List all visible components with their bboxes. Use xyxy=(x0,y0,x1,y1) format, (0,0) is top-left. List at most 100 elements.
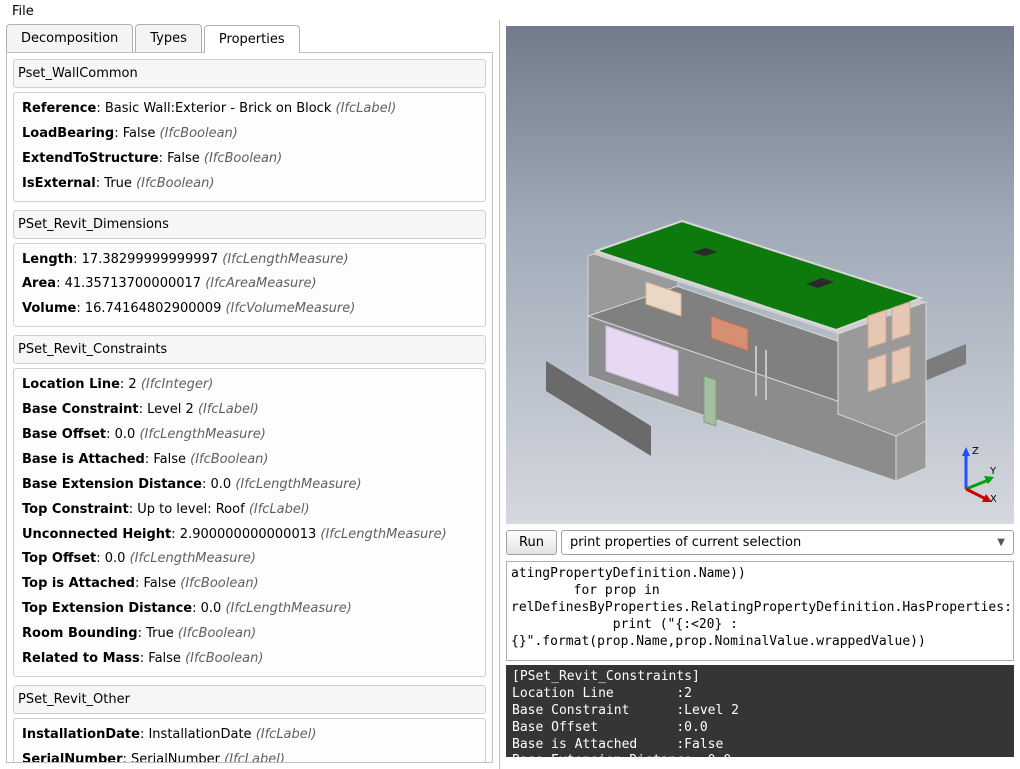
tab-decomposition[interactable]: Decomposition xyxy=(6,24,133,52)
run-button[interactable]: Run xyxy=(506,530,557,555)
script-select-label: print properties of current selection xyxy=(570,535,801,550)
pset-title: PSet_Revit_Constraints xyxy=(13,335,486,364)
property-name: Base Constraint xyxy=(22,402,139,417)
axis-z-label: Z xyxy=(972,446,979,457)
property-name: IsExternal xyxy=(22,176,96,191)
property-value: False xyxy=(148,651,181,666)
property-name: Volume xyxy=(22,301,76,316)
property-type-wrap: (IfcBoolean) xyxy=(160,126,238,141)
pset-group: PSet_Revit_Constraints Location Line: 2 (… xyxy=(13,335,486,677)
property-value: False xyxy=(144,576,177,591)
property-name: Top Offset xyxy=(22,551,96,566)
property-type-wrap: (IfcBoolean) xyxy=(180,576,258,591)
property-name: LoadBearing xyxy=(22,126,114,141)
property-value: SerialNumber xyxy=(131,752,220,763)
pset-title: PSet_Revit_Other xyxy=(13,685,486,714)
left-pane: Decomposition Types Properties Pset_Wall… xyxy=(0,20,500,769)
property-type-wrap: (IfcLabel) xyxy=(224,752,285,763)
property-row: Base is Attached: False (IfcBoolean) xyxy=(22,448,477,473)
pset-title: PSet_Revit_Dimensions xyxy=(13,210,486,239)
property-row: Related to Mass: False (IfcBoolean) xyxy=(22,647,477,672)
tab-properties[interactable]: Properties xyxy=(204,25,300,53)
property-value: 17.38299999999997 xyxy=(82,252,218,267)
console-output[interactable]: [PSet_Revit_Constraints] Location Line :… xyxy=(506,665,1014,757)
property-name: Base is Attached xyxy=(22,452,145,467)
property-name: Top Constraint xyxy=(22,502,129,517)
property-type-wrap: (IfcBoolean) xyxy=(136,176,214,191)
property-row: Top Extension Distance: 0.0 (IfcLengthMe… xyxy=(22,597,477,622)
property-value: 0.0 xyxy=(105,551,126,566)
property-type-wrap: (IfcLengthMeasure) xyxy=(235,477,361,492)
property-type-wrap: (IfcBoolean) xyxy=(190,452,268,467)
property-name: Base Offset xyxy=(22,427,106,442)
pset-group: PSet_Revit_Other InstallationDate: Instal… xyxy=(13,685,486,763)
pset-body: Length: 17.38299999999997 (IfcLengthMeas… xyxy=(13,243,486,328)
property-row: ExtendToStructure: False (IfcBoolean) xyxy=(22,147,477,172)
window-right-3 xyxy=(868,354,886,392)
window-right-1 xyxy=(868,310,886,348)
property-value: 0.0 xyxy=(201,601,222,616)
axis-y-label: Y xyxy=(989,466,996,477)
property-value: False xyxy=(123,126,156,141)
property-row: Area: 41.35713700000017 (IfcAreaMeasure) xyxy=(22,272,477,297)
3d-viewport[interactable]: Z Y X xyxy=(506,26,1014,524)
pset-body: InstallationDate: InstallationDate (IfcL… xyxy=(13,718,486,763)
properties-panel[interactable]: Pset_WallCommon Reference: Basic Wall:Ext… xyxy=(6,52,493,763)
script-select[interactable]: print properties of current selection ▼ xyxy=(561,530,1014,555)
property-value: Basic Wall:Exterior - Brick on Block xyxy=(105,101,332,116)
menu-file[interactable]: File xyxy=(8,2,38,21)
pset-group: PSet_Revit_Dimensions Length: 17.38299999… xyxy=(13,210,486,328)
property-value: False xyxy=(153,452,186,467)
property-type-wrap: (IfcBoolean) xyxy=(185,651,263,666)
property-value: 0.0 xyxy=(210,477,231,492)
property-value: 16.74164802900009 xyxy=(85,301,221,316)
property-name: Area xyxy=(22,276,56,291)
pset-body: Location Line: 2 (IfcInteger)Base Constr… xyxy=(13,368,486,677)
property-value: Up to level: Roof xyxy=(137,502,244,517)
property-name: Top Extension Distance xyxy=(22,601,192,616)
axis-z-arrow xyxy=(962,447,970,456)
code-editor[interactable]: atingPropertyDefinition.Name)) for prop … xyxy=(506,561,1014,661)
property-row: Unconnected Height: 2.900000000000013 (I… xyxy=(22,523,477,548)
property-value: 2.900000000000013 xyxy=(180,527,316,542)
property-name: Room Bounding xyxy=(22,626,138,641)
property-value: Level 2 xyxy=(147,402,194,417)
property-row: Base Offset: 0.0 (IfcLengthMeasure) xyxy=(22,423,477,448)
property-row: Top Constraint: Up to level: Roof (IfcLa… xyxy=(22,498,477,523)
tabs: Decomposition Types Properties xyxy=(0,20,499,52)
window-right-4 xyxy=(892,346,910,384)
property-row: Room Bounding: True (IfcBoolean) xyxy=(22,622,477,647)
property-row: Top Offset: 0.0 (IfcLengthMeasure) xyxy=(22,547,477,572)
property-value: True xyxy=(104,176,132,191)
property-row: Top is Attached: False (IfcBoolean) xyxy=(22,572,477,597)
property-row: Location Line: 2 (IfcInteger) xyxy=(22,373,477,398)
chevron-down-icon: ▼ xyxy=(997,537,1005,548)
property-type-wrap: (IfcLengthMeasure) xyxy=(225,601,351,616)
menubar: File xyxy=(0,0,1020,20)
property-value: True xyxy=(146,626,174,641)
door-front xyxy=(704,376,716,426)
property-type-wrap: (IfcInteger) xyxy=(141,377,213,392)
right-pane: Z Y X Run print properties of current se… xyxy=(500,20,1020,769)
property-type-wrap: (IfcLengthMeasure) xyxy=(130,551,256,566)
property-row: Length: 17.38299999999997 (IfcLengthMeas… xyxy=(22,248,477,273)
property-type-wrap: (IfcBoolean) xyxy=(204,151,282,166)
property-type-wrap: (IfcAreaMeasure) xyxy=(205,276,316,291)
property-row: LoadBearing: False (IfcBoolean) xyxy=(22,122,477,147)
tab-types[interactable]: Types xyxy=(135,24,202,52)
property-row: SerialNumber: SerialNumber (IfcLabel) xyxy=(22,748,477,763)
property-name: Top is Attached xyxy=(22,576,135,591)
axis-x-label: X xyxy=(990,494,996,504)
property-value: 2 xyxy=(128,377,136,392)
property-row: Base Constraint: Level 2 (IfcLabel) xyxy=(22,398,477,423)
property-type-wrap: (IfcLengthMeasure) xyxy=(222,252,348,267)
property-type-wrap: (IfcLabel) xyxy=(336,101,397,116)
pset-title: Pset_WallCommon xyxy=(13,59,486,88)
window-right-2 xyxy=(892,302,910,340)
property-value: False xyxy=(167,151,200,166)
property-value: 0.0 xyxy=(115,427,136,442)
axis-widget: Z Y X xyxy=(936,444,996,504)
property-row: Reference: Basic Wall:Exterior - Brick o… xyxy=(22,97,477,122)
property-value: 41.35713700000017 xyxy=(65,276,201,291)
property-name: InstallationDate xyxy=(22,727,140,742)
